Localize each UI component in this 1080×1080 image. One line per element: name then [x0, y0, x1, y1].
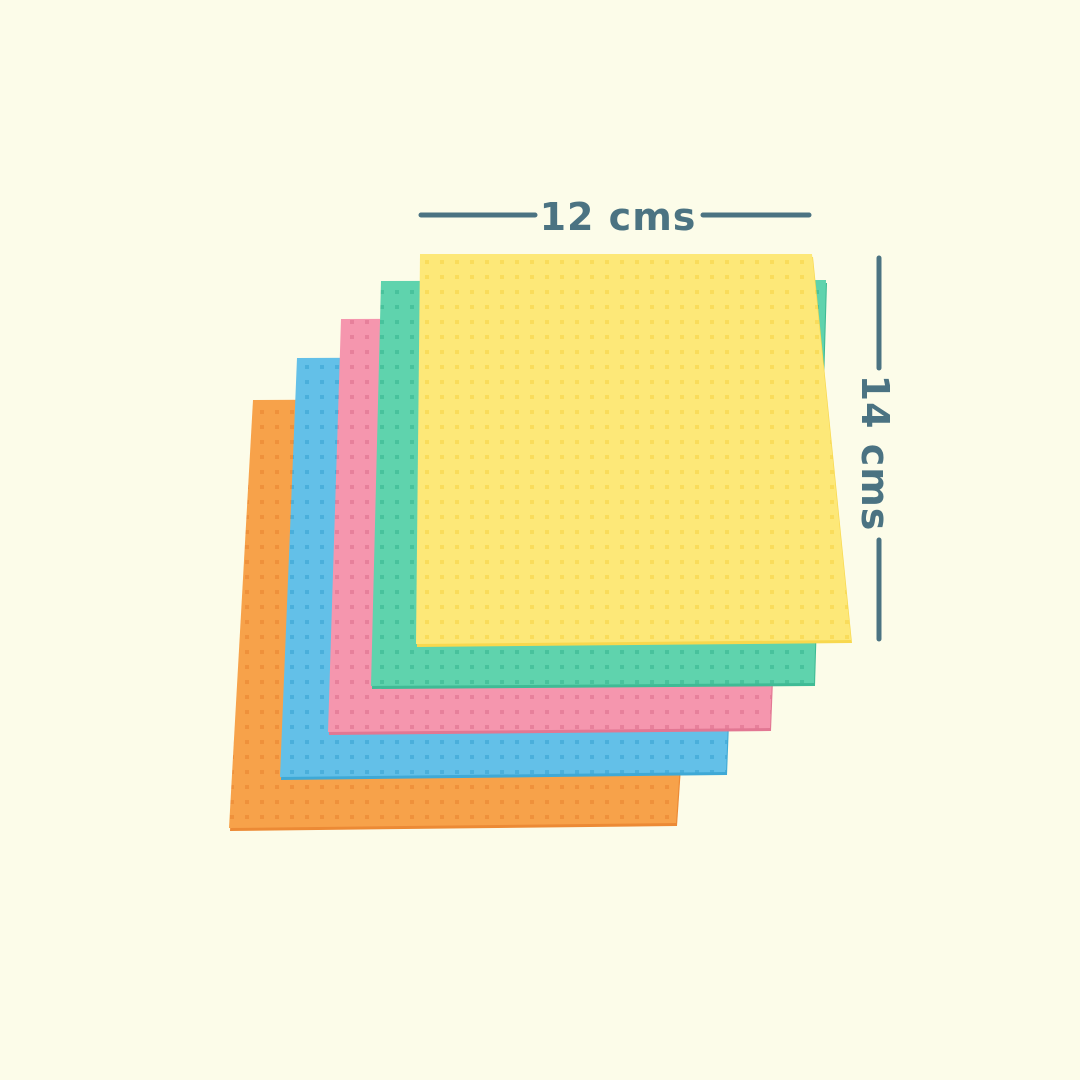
width-label: 12 cms	[540, 195, 697, 239]
width-dimension: 12 cms	[418, 195, 812, 239]
sponge-cloth-stack	[229, 254, 852, 831]
height-dimension: 14 cms	[853, 255, 897, 642]
sponge-cloth-yellow	[416, 254, 851, 644]
height-label: 14 cms	[853, 375, 897, 532]
